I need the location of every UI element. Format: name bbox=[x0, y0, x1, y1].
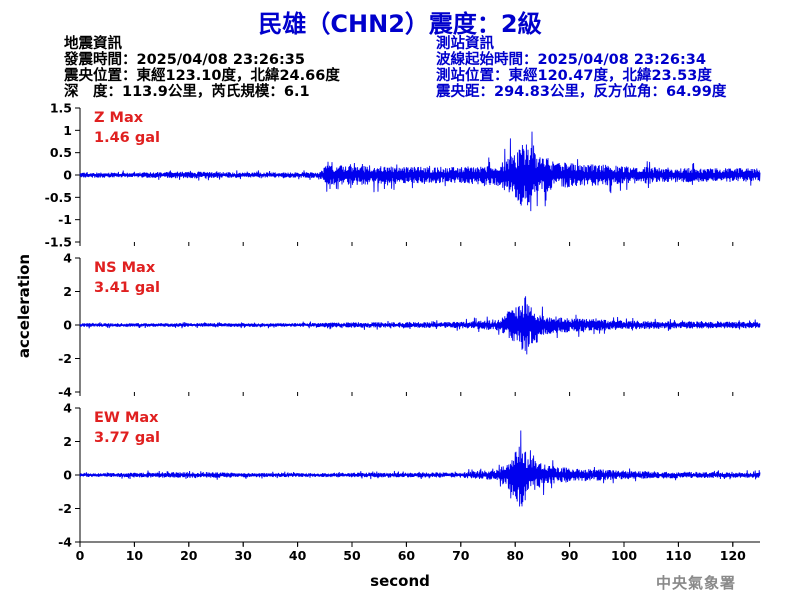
y-tick-label-EW: 2 bbox=[63, 434, 72, 449]
x-tick-label: 80 bbox=[506, 548, 524, 563]
x-tick-label: 100 bbox=[611, 548, 637, 563]
x-tick-label: 90 bbox=[561, 548, 579, 563]
y-tick-label-EW: -2 bbox=[58, 501, 72, 516]
station-info-heading: 測站資訊 bbox=[436, 36, 494, 52]
x-tick-label: 70 bbox=[452, 548, 470, 563]
x-tick-label: 120 bbox=[720, 548, 746, 563]
agency-logo-text: 中央氣象署 bbox=[656, 574, 737, 592]
y-tick-label-Z: -1 bbox=[58, 212, 72, 227]
max-value-Z: 1.46 gal bbox=[94, 130, 160, 146]
max-value-NS: 3.41 gal bbox=[94, 280, 160, 296]
page-title: 民雄（CHN2）震度：2級 bbox=[258, 10, 542, 38]
x-tick-label: 20 bbox=[180, 548, 198, 563]
y-tick-label-Z: 0 bbox=[63, 168, 72, 183]
y-tick-label-NS: -4 bbox=[58, 385, 72, 400]
x-tick-label: 110 bbox=[665, 548, 691, 563]
y-tick-label-NS: 0 bbox=[63, 318, 72, 333]
y-tick-label-EW: -4 bbox=[58, 535, 72, 550]
depth-magnitude: 深 度：113.9公里，芮氏規模：6.1 bbox=[64, 84, 310, 100]
x-tick-label: 30 bbox=[234, 548, 252, 563]
epicentral-distance: 震央距：294.83公里，反方位角：64.99度 bbox=[436, 84, 727, 100]
y-tick-label-Z: 1.5 bbox=[50, 101, 72, 116]
x-tick-label: 10 bbox=[126, 548, 144, 563]
station-info: 測站資訊 波線起始時間：2025/04/08 23:26:34 測站位置：東經1… bbox=[436, 36, 726, 100]
y-tick-label-NS: 4 bbox=[63, 251, 72, 266]
max-label-NS: NS Max bbox=[94, 260, 156, 276]
y-tick-label-Z: 0.5 bbox=[50, 145, 72, 160]
x-axis-label: second bbox=[370, 572, 430, 590]
x-tick-label: 40 bbox=[289, 548, 307, 563]
y-tick-label-EW: 0 bbox=[63, 468, 72, 483]
waveform-Z bbox=[79, 131, 761, 212]
x-tick-label: 0 bbox=[76, 548, 85, 563]
y-tick-label-Z: -0.5 bbox=[45, 190, 72, 205]
max-label-EW: EW Max bbox=[94, 410, 159, 426]
max-label-Z: Z Max bbox=[94, 110, 144, 126]
epicenter: 震央位置：東經123.10度，北緯24.66度 bbox=[64, 68, 340, 84]
wave-start-time: 波線起始時間：2025/04/08 23:26:34 bbox=[436, 52, 706, 68]
y-axis-label: acceleration bbox=[15, 253, 33, 359]
x-tick-label: 60 bbox=[398, 548, 416, 563]
waveform-NS bbox=[79, 296, 761, 355]
station-location: 測站位置：東經120.47度，北緯23.53度 bbox=[436, 68, 712, 84]
quake-info-heading: 地震資訊 bbox=[64, 36, 122, 52]
x-tick-label: 50 bbox=[343, 548, 361, 563]
earthquake-info: 地震資訊 發震時間：2025/04/08 23:26:35 震央位置：東經123… bbox=[64, 36, 340, 100]
max-value-EW: 3.77 gal bbox=[94, 430, 160, 446]
y-tick-label-NS: -2 bbox=[58, 351, 72, 366]
y-tick-label-Z: 1 bbox=[63, 123, 72, 138]
y-tick-label-Z: -1.5 bbox=[45, 235, 72, 250]
y-tick-label-NS: 2 bbox=[63, 284, 72, 299]
y-tick-label-EW: 4 bbox=[63, 401, 72, 416]
origin-time: 發震時間：2025/04/08 23:26:35 bbox=[64, 52, 305, 68]
waveform-EW bbox=[79, 430, 761, 507]
